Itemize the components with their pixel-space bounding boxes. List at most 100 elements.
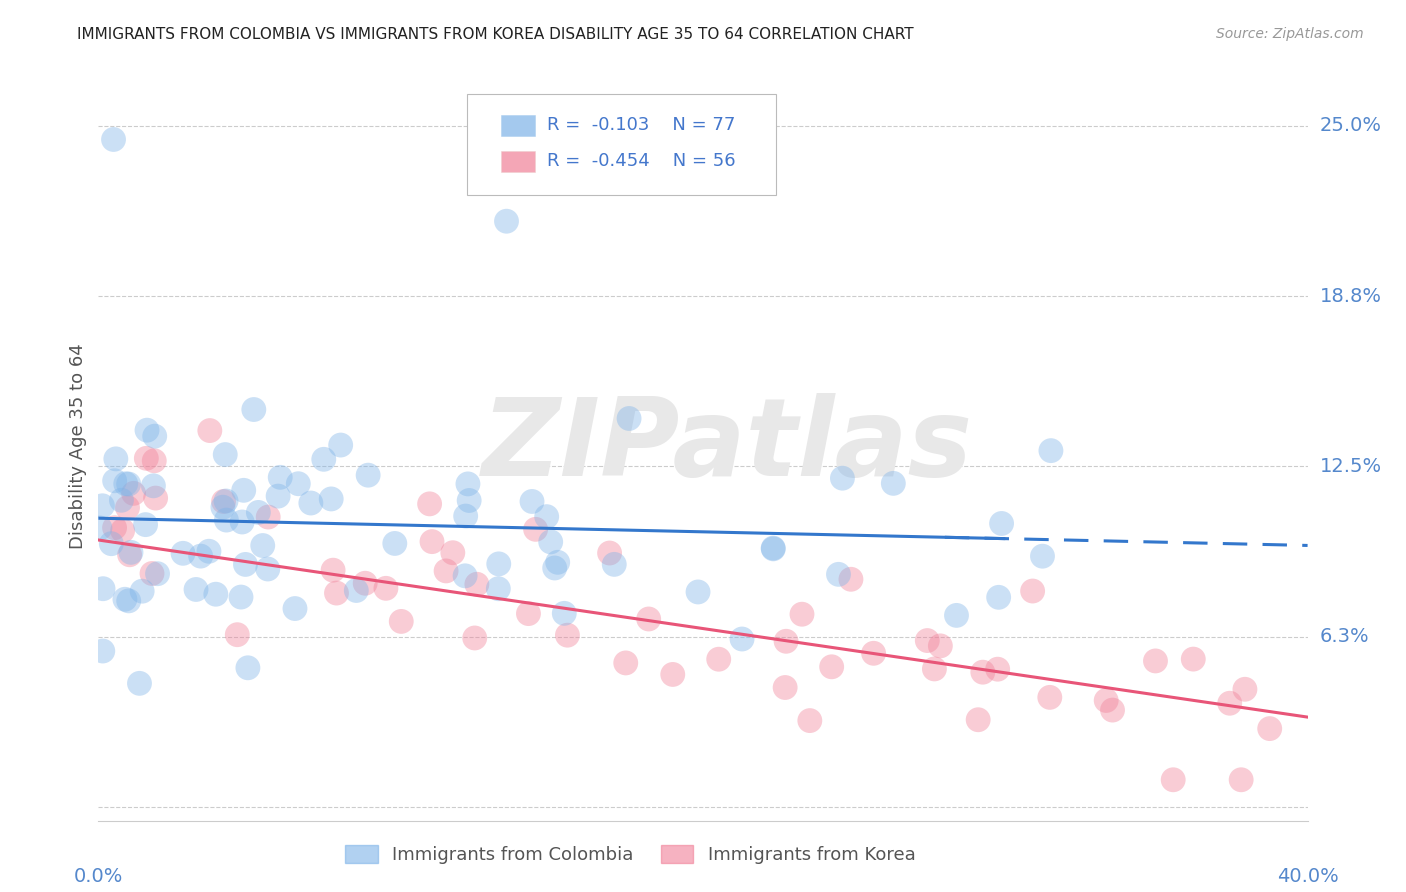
Point bbox=[1161, 772, 1184, 787]
Point bbox=[882, 476, 904, 491]
Point bbox=[1101, 703, 1123, 717]
FancyBboxPatch shape bbox=[501, 115, 534, 136]
Point bbox=[111, 524, 134, 538]
Point bbox=[707, 652, 730, 666]
Point bbox=[198, 424, 221, 438]
Point bbox=[131, 584, 153, 599]
Point bbox=[212, 494, 235, 508]
Point bbox=[1144, 654, 1167, 668]
Point bbox=[252, 539, 274, 553]
Text: 12.5%: 12.5% bbox=[1320, 457, 1382, 476]
Text: R =  -0.103    N = 77: R = -0.103 N = 77 bbox=[547, 116, 735, 135]
Point bbox=[831, 471, 853, 485]
Point bbox=[553, 607, 575, 621]
Point bbox=[637, 612, 659, 626]
Point bbox=[1039, 690, 1062, 705]
Point bbox=[284, 601, 307, 615]
Point bbox=[91, 644, 114, 658]
Y-axis label: Disability Age 35 to 64: Disability Age 35 to 64 bbox=[69, 343, 87, 549]
Point bbox=[762, 541, 785, 555]
Point bbox=[103, 132, 125, 146]
Point bbox=[603, 558, 626, 572]
Point bbox=[458, 493, 481, 508]
Point bbox=[945, 608, 967, 623]
Point bbox=[117, 477, 139, 491]
Point bbox=[987, 662, 1010, 676]
Point bbox=[1233, 682, 1256, 697]
Point bbox=[374, 582, 396, 596]
Point bbox=[762, 541, 785, 556]
Point bbox=[226, 628, 249, 642]
Point bbox=[190, 549, 212, 563]
Point bbox=[357, 468, 380, 483]
Text: 6.3%: 6.3% bbox=[1320, 627, 1369, 646]
Point bbox=[1182, 652, 1205, 666]
Point bbox=[103, 521, 125, 535]
Point bbox=[827, 567, 849, 582]
Point bbox=[110, 493, 132, 508]
Point bbox=[143, 454, 166, 468]
Point bbox=[243, 402, 266, 417]
Point bbox=[419, 497, 441, 511]
Point bbox=[114, 476, 136, 491]
Point bbox=[89, 521, 111, 535]
Point bbox=[617, 411, 640, 425]
Point bbox=[120, 545, 142, 559]
Point bbox=[686, 585, 709, 599]
Point bbox=[557, 628, 579, 642]
Point bbox=[929, 639, 952, 653]
FancyBboxPatch shape bbox=[501, 151, 534, 172]
Point bbox=[184, 582, 207, 597]
Text: ZIPatlas: ZIPatlas bbox=[482, 393, 973, 499]
Point bbox=[454, 509, 477, 524]
Point bbox=[232, 483, 254, 498]
FancyBboxPatch shape bbox=[467, 94, 776, 195]
Point bbox=[1230, 772, 1253, 787]
Point bbox=[135, 451, 157, 466]
Point bbox=[917, 633, 939, 648]
Point bbox=[91, 582, 114, 596]
Point bbox=[464, 631, 486, 645]
Point bbox=[212, 500, 235, 515]
Point bbox=[269, 470, 291, 484]
Text: 0.0%: 0.0% bbox=[73, 867, 124, 886]
Text: 25.0%: 25.0% bbox=[1320, 116, 1382, 136]
Point bbox=[536, 509, 558, 524]
Point bbox=[384, 536, 406, 550]
Point bbox=[104, 474, 127, 488]
Point bbox=[118, 594, 141, 608]
Point bbox=[172, 546, 194, 560]
Point bbox=[661, 667, 683, 681]
Point bbox=[287, 476, 309, 491]
Point bbox=[614, 656, 637, 670]
Point bbox=[354, 576, 377, 591]
Point bbox=[790, 607, 813, 622]
Point bbox=[256, 562, 278, 576]
Point bbox=[488, 557, 510, 571]
Point bbox=[821, 660, 844, 674]
Point bbox=[215, 513, 238, 527]
Point bbox=[231, 515, 253, 529]
Point bbox=[924, 662, 946, 676]
Point bbox=[344, 583, 367, 598]
Point bbox=[1039, 443, 1062, 458]
Point bbox=[100, 537, 122, 551]
Point bbox=[547, 555, 569, 569]
Point bbox=[520, 494, 543, 508]
Point bbox=[987, 591, 1010, 605]
Point bbox=[229, 590, 252, 604]
Point bbox=[1219, 696, 1241, 710]
Point bbox=[434, 564, 457, 578]
Point bbox=[972, 665, 994, 680]
Point bbox=[128, 676, 150, 690]
Point bbox=[544, 561, 567, 575]
Point bbox=[1095, 693, 1118, 707]
Point bbox=[862, 646, 884, 660]
Point bbox=[517, 607, 540, 621]
Point bbox=[465, 577, 488, 591]
Point bbox=[457, 476, 479, 491]
Point bbox=[990, 516, 1012, 531]
Point bbox=[775, 634, 797, 648]
Point bbox=[141, 566, 163, 581]
Point bbox=[540, 534, 562, 549]
